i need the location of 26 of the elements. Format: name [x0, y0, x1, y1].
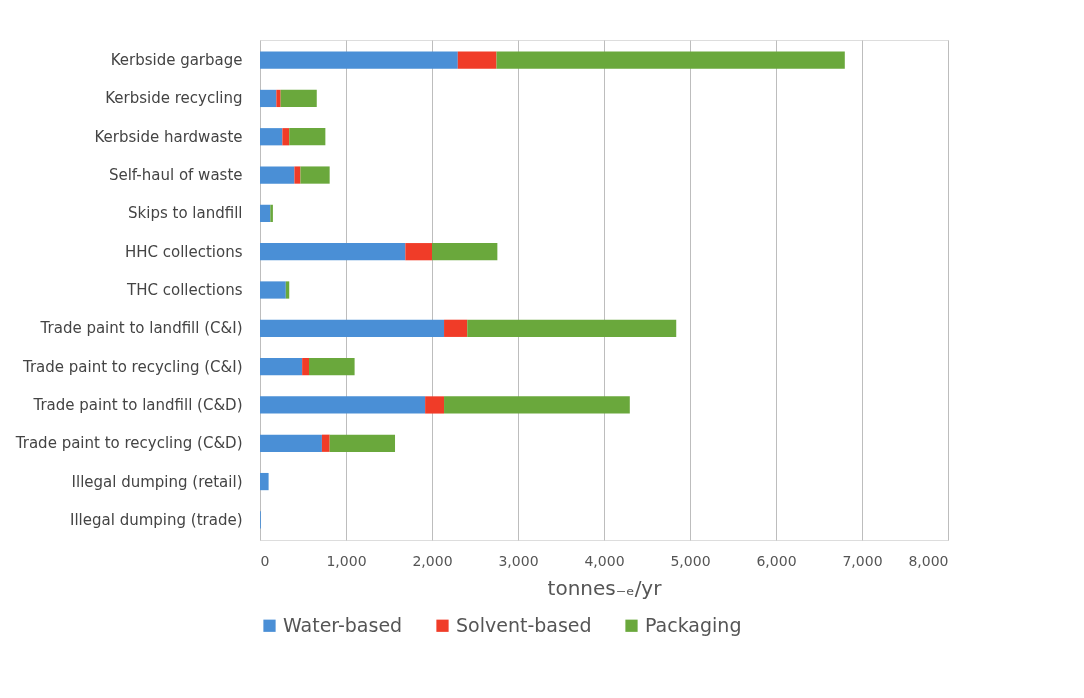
y-tick-label: Skips to landfill [128, 204, 243, 223]
x-tick-label: 7,000 [842, 552, 883, 569]
y-tick-label: Trade paint to recycling (C&D) [14, 434, 243, 453]
y-tick-label: Trade paint to landfill (C&I) [39, 319, 243, 338]
x-tick-label: 0 [260, 552, 270, 569]
legend-label: Solvent-based [456, 613, 592, 636]
x-tick-label: 6,000 [756, 552, 797, 569]
y-tick-label: Trade paint to recycling (C&I) [21, 357, 243, 376]
x-axis-title: tonnes₋ₑ/yr [547, 575, 663, 600]
x-tick-label: 2,000 [412, 552, 453, 569]
y-tick-label: Kerbside hardwaste [94, 127, 243, 146]
x-tick-label: 8,000 [908, 552, 949, 569]
y-tick-label: Trade paint to landfill (C&D) [32, 395, 243, 414]
x-tick-label: 4,000 [584, 552, 625, 569]
y-tick-label: Illegal dumping (trade) [70, 510, 243, 529]
x-tick-label: 3,000 [498, 552, 539, 569]
x-tick-label: 5,000 [670, 552, 711, 569]
y-tick-label: Kerbside recycling [105, 89, 243, 108]
y-tick-label: THC collections [126, 281, 243, 299]
y-tick-label: Kerbside garbage [110, 51, 243, 70]
y-tick-label: Illegal dumping (retail) [71, 472, 243, 491]
y-tick-label: Self-haul of waste [108, 166, 243, 185]
legend-label: Water-based [283, 613, 403, 636]
y-tick-label: HHC collections [124, 242, 243, 261]
x-tick-label: 1,000 [326, 552, 367, 569]
legend-label: Packaging [645, 613, 742, 636]
